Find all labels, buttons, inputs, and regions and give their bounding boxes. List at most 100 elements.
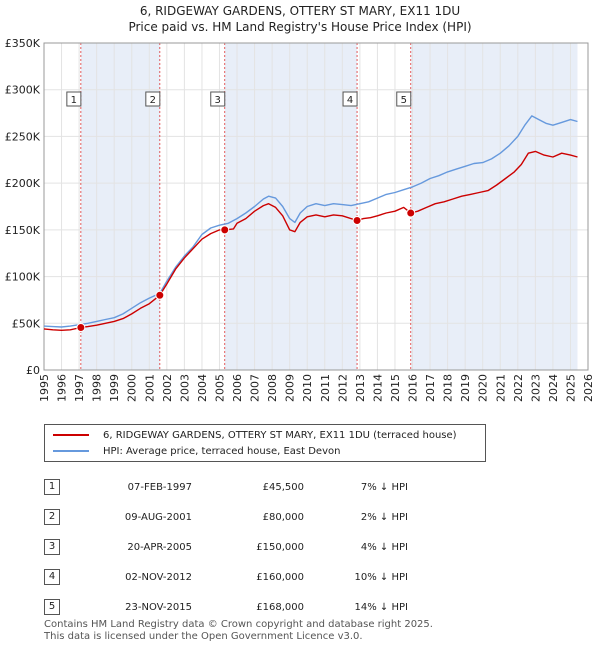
sale-label-box xyxy=(210,91,226,107)
x-tick-label: 2007 xyxy=(249,374,262,402)
sale-point xyxy=(155,290,165,300)
x-tick-label: 2019 xyxy=(459,374,472,402)
transaction-number-cell: 4 xyxy=(44,562,84,592)
sale-point xyxy=(220,225,230,235)
series-line-property xyxy=(43,150,578,331)
x-tick-label: 2025 xyxy=(564,374,577,402)
sale-label-box xyxy=(66,91,82,107)
price-chart: £0 £50K £100K £150K £200K £250K £300K £350K 1995… xyxy=(5,37,595,402)
transaction-number: 2 xyxy=(44,509,60,525)
x-tick-label: 2005 xyxy=(213,374,226,402)
x-tick-label: 2001 xyxy=(143,374,156,402)
y-tick-label: £300K xyxy=(5,84,41,97)
transaction-date: 20-APR-2005 xyxy=(127,541,192,553)
sale-label-number: 1 xyxy=(71,95,77,106)
transaction-number: 4 xyxy=(44,569,60,585)
transaction-date: 23-NOV-2015 xyxy=(125,601,192,613)
shaded-range xyxy=(410,43,578,370)
x-tick-label: 2004 xyxy=(196,374,209,402)
transaction-date: 09-AUG-2001 xyxy=(124,511,192,523)
transaction-number-cell: 5 xyxy=(44,592,84,622)
transaction-price: £80,000 xyxy=(262,511,304,523)
sale-label-number: 4 xyxy=(347,95,353,106)
x-tick-label: 2012 xyxy=(336,374,349,402)
table-row: 5 23-NOV-2015 £168,000 14% ↓ HPI xyxy=(44,592,408,622)
x-tick-label: 2008 xyxy=(266,374,279,402)
legend-swatch-hpi xyxy=(53,450,89,452)
series-line-hpi xyxy=(43,115,578,328)
x-tick-label: 2015 xyxy=(389,374,402,402)
x-tick-label: 2021 xyxy=(494,374,507,402)
transaction-hpi-diff: 4% ↓ HPI xyxy=(360,541,408,553)
sale-point xyxy=(352,216,362,226)
transaction-price: £150,000 xyxy=(256,541,304,553)
transaction-hpi-diff: 7% ↓ HPI xyxy=(360,481,408,493)
y-tick-label: £200K xyxy=(5,177,41,190)
x-tick-label: 2014 xyxy=(371,374,384,402)
table-row: 1 07-FEB-1997 £45,500 7% ↓ HPI xyxy=(44,472,408,502)
footer: Contains HM Land Registry data © Crown c… xyxy=(44,619,433,643)
transaction-number-cell: 1 xyxy=(44,472,84,502)
chart-title: 6, RIDGEWAY GARDENS, OTTERY ST MARY, EX1… xyxy=(139,4,461,18)
shaded-range xyxy=(224,43,358,370)
table-row: 2 09-AUG-2001 £80,000 2% ↓ HPI xyxy=(44,502,408,532)
x-tick-label: 1995 xyxy=(38,374,51,402)
transaction-hpi-diff: 14% ↓ HPI xyxy=(354,601,408,613)
footer-copyright: Contains HM Land Registry data © Crown c… xyxy=(44,619,433,630)
chart-subtitle: Price paid vs. HM Land Registry's House … xyxy=(128,20,472,34)
x-tick-label: 2003 xyxy=(178,374,191,402)
x-tick-label: 2000 xyxy=(126,374,139,402)
sale-label-box xyxy=(145,91,161,107)
y-tick-label: £0 xyxy=(26,364,40,377)
sale-label-box xyxy=(396,91,412,107)
x-tick-label: 2020 xyxy=(477,374,490,402)
sale-label-number: 3 xyxy=(215,95,221,106)
transaction-number-cell: 2 xyxy=(44,502,84,532)
transaction-number-cell: 3 xyxy=(44,532,84,562)
transaction-number: 5 xyxy=(44,599,60,615)
footer-licence: This data is licensed under the Open Gov… xyxy=(44,631,363,642)
transaction-number: 3 xyxy=(44,539,60,555)
transaction-date: 02-NOV-2012 xyxy=(125,571,192,583)
x-tick-label: 2006 xyxy=(231,374,244,402)
legend-label-property: 6, RIDGEWAY GARDENS, OTTERY ST MARY, EX1… xyxy=(103,429,457,441)
table-row: 3 20-APR-2005 £150,000 4% ↓ HPI xyxy=(44,532,408,562)
y-tick-label: £100K xyxy=(5,271,41,284)
transaction-price: £160,000 xyxy=(256,571,304,583)
x-tick-label: 2018 xyxy=(442,374,455,402)
x-tick-label: 1999 xyxy=(108,374,121,402)
y-tick-label: £250K xyxy=(5,130,41,143)
y-tick-label: £150K xyxy=(5,224,41,237)
legend-label-hpi: HPI: Average price, terraced house, East… xyxy=(103,445,341,457)
legend-item-hpi: HPI: Average price, terraced house, East… xyxy=(45,443,340,459)
x-tick-label: 1996 xyxy=(56,374,69,402)
transaction-date: 07-FEB-1997 xyxy=(127,481,192,493)
x-tick-label: 2011 xyxy=(319,374,332,402)
x-tick-label: 2024 xyxy=(547,374,560,402)
y-tick-label: £50K xyxy=(12,317,41,330)
sale-label-number: 5 xyxy=(401,95,407,106)
x-tick-label: 2009 xyxy=(284,374,297,402)
y-tick-label: £350K xyxy=(5,37,41,50)
sale-label-box xyxy=(342,91,358,107)
x-tick-label: 2016 xyxy=(407,374,420,402)
x-tick-label: 2026 xyxy=(582,374,595,402)
transaction-hpi-diff: 2% ↓ HPI xyxy=(360,511,408,523)
legend: 6, RIDGEWAY GARDENS, OTTERY ST MARY, EX1… xyxy=(44,424,486,462)
transaction-price: £168,000 xyxy=(256,601,304,613)
x-tick-label: 2010 xyxy=(301,374,314,402)
sale-point xyxy=(76,322,86,332)
transaction-number: 1 xyxy=(44,479,60,495)
table-row: 4 02-NOV-2012 £160,000 10% ↓ HPI xyxy=(44,562,408,592)
legend-swatch-property xyxy=(53,434,89,436)
transaction-hpi-diff: 10% ↓ HPI xyxy=(354,571,408,583)
x-tick-label: 1998 xyxy=(91,374,104,402)
x-tick-label: 2013 xyxy=(354,374,367,402)
x-tick-label: 2022 xyxy=(512,374,525,402)
plot-frame xyxy=(43,42,589,371)
sale-point xyxy=(406,208,416,218)
x-tick-label: 1997 xyxy=(73,374,86,402)
x-tick-label: 2017 xyxy=(424,374,437,402)
sale-label-number: 2 xyxy=(150,95,156,106)
transaction-price: £45,500 xyxy=(262,481,304,493)
